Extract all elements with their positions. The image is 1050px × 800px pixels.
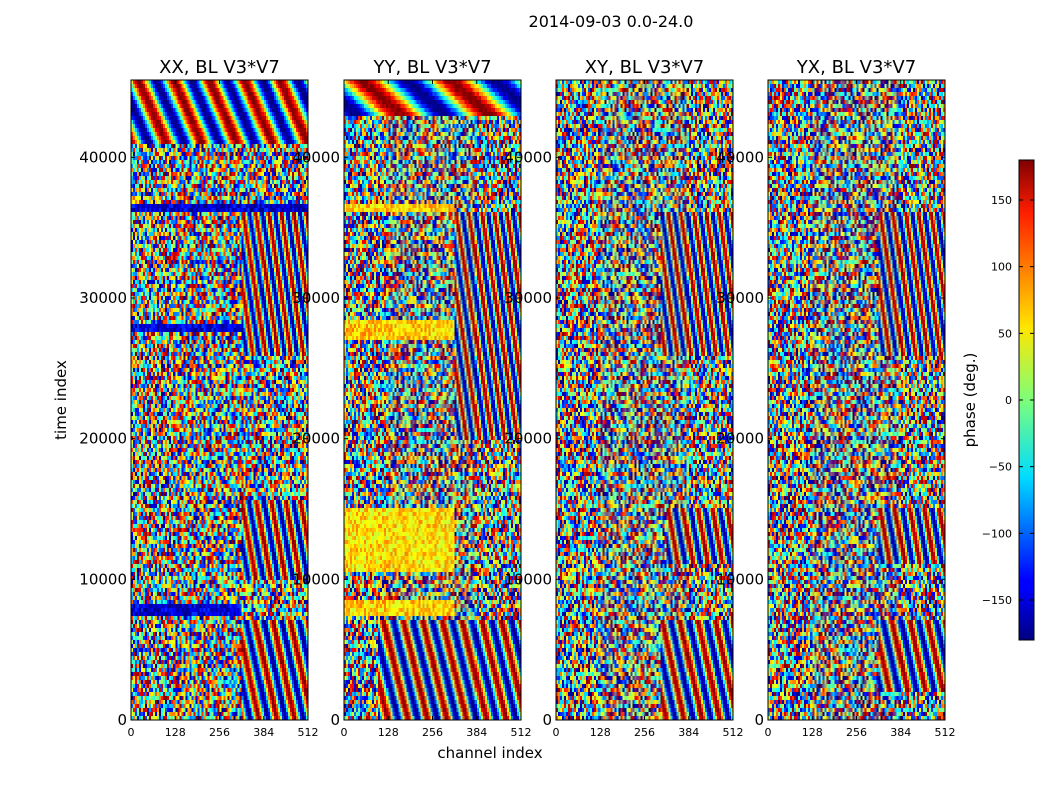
x-tick-label: 128: [590, 726, 611, 739]
heatmap-panel-2: YY, BL V3*V7 0 128 256 384 512 0 10000 20000 3000…: [292, 57, 531, 739]
y-tick-label: 0: [330, 711, 340, 729]
y-tick-label: 40000: [79, 148, 127, 166]
x-tick-label: 128: [378, 726, 399, 739]
x-tick-label: 512: [511, 726, 532, 739]
colorbar-tick-label: −100: [982, 527, 1012, 540]
phase-colorbar: 150 100 50 0 −50 −100 −150 phase (deg.): [961, 159, 1035, 641]
y-tick-label: 30000: [292, 289, 340, 307]
x-tick-label: 512: [298, 726, 319, 739]
x-tick-label: 256: [846, 726, 867, 739]
figure-title: 2014-09-03 0.0-24.0: [528, 12, 694, 31]
y-tick-label: 20000: [292, 430, 340, 448]
heatmap-panel-3: XY, BL V3*V7 0 128 256 384 512 0 10000 20000 3000…: [504, 57, 743, 739]
y-tick-label: 30000: [79, 289, 127, 307]
x-tick-label: 256: [634, 726, 655, 739]
heatmap-image: [344, 80, 521, 720]
colorbar-tick-label: −50: [989, 461, 1012, 474]
colorbar-tick-label: 100: [991, 261, 1012, 274]
y-tick-label: 20000: [716, 430, 764, 448]
y-tick-label: 0: [754, 711, 764, 729]
x-tick-label: 384: [466, 726, 487, 739]
x-tick-label: 0: [765, 726, 772, 739]
heatmap-image: [131, 80, 308, 720]
x-tick-label: 0: [128, 726, 135, 739]
y-tick-label: 10000: [504, 570, 552, 588]
x-tick-label: 384: [890, 726, 911, 739]
x-tick-label: 256: [209, 726, 230, 739]
colorbar-label: phase (deg.): [961, 353, 979, 448]
x-tick-label: 128: [165, 726, 186, 739]
y-tick-label: 0: [117, 711, 127, 729]
y-tick-label: 20000: [504, 430, 552, 448]
y-tick-label: 40000: [504, 148, 552, 166]
x-tick-label: 512: [723, 726, 744, 739]
y-tick-label: 10000: [716, 570, 764, 588]
heatmap-image: [768, 80, 945, 720]
y-tick-label: 10000: [292, 570, 340, 588]
colorbar-tick-label: −150: [982, 594, 1012, 607]
heatmap-panel-4: YX, BL V3*V7 0 128 256 384 512 0 10000 20000 3000…: [716, 57, 955, 739]
colorbar-tick-label: 50: [998, 327, 1012, 340]
x-tick-label: 256: [422, 726, 443, 739]
y-tick-label: 10000: [79, 570, 127, 588]
panel-title: XY, BL V3*V7: [585, 57, 704, 78]
x-tick-label: 512: [935, 726, 956, 739]
panel-title: YX, BL V3*V7: [796, 57, 916, 78]
y-tick-label: 30000: [504, 289, 552, 307]
panel-title: YY, BL V3*V7: [372, 57, 491, 78]
x-tick-label: 384: [678, 726, 699, 739]
heatmap-image: [556, 80, 733, 720]
y-tick-label: 40000: [292, 148, 340, 166]
colorbar-tick-label: 0: [1005, 394, 1012, 407]
y-tick-label: 0: [542, 711, 552, 729]
heatmap-panel-1: XX, BL V3*V7 0 128 256 384 512 0 10000 20000 3000…: [79, 57, 318, 739]
panel-title: XX, BL V3*V7: [159, 57, 280, 78]
x-tick-label: 0: [553, 726, 560, 739]
y-tick-label: 20000: [79, 430, 127, 448]
y-tick-label: 30000: [716, 289, 764, 307]
x-tick-label: 0: [341, 726, 348, 739]
x-tick-label: 384: [253, 726, 274, 739]
y-tick-label: 40000: [716, 148, 764, 166]
x-axis-label: channel index: [437, 744, 542, 762]
colorbar-tick-label: 150: [991, 194, 1012, 207]
y-axis-label: time index: [52, 360, 70, 440]
x-tick-label: 128: [802, 726, 823, 739]
